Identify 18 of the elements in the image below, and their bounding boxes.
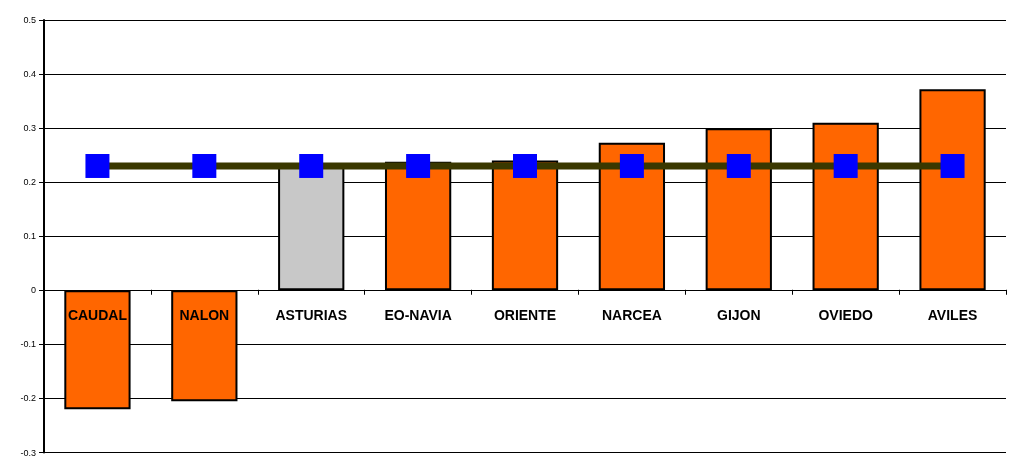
x-tick-label: ASTURIAS xyxy=(275,306,347,323)
y-tick-label: 0.1 xyxy=(23,231,36,242)
y-tick-label: -0.3 xyxy=(20,447,36,458)
y-tick-label: -0.1 xyxy=(20,339,36,350)
x-tick-label: ORIENTE xyxy=(493,306,557,323)
x-tick-label: EO-NAVIA xyxy=(384,306,452,323)
y-tick-label: 0 xyxy=(30,285,36,296)
y-tick-label: -0.2 xyxy=(20,393,36,404)
x-tick-label: OVIEDO xyxy=(818,306,873,323)
x-tick-label: NARCEA xyxy=(601,306,662,323)
y-tick-label: 0.4 xyxy=(23,69,36,80)
y-tick-label: 0.5 xyxy=(23,15,36,25)
x-tick-label: CAUDAL xyxy=(67,306,128,323)
x-tick-label: AVILES xyxy=(927,306,978,323)
x-tick-label: GIJON xyxy=(716,306,761,323)
y-tick-label: 0.2 xyxy=(23,177,36,188)
x-tick-label: NALON xyxy=(179,306,230,323)
y-tick-label: 0.3 xyxy=(23,123,36,134)
